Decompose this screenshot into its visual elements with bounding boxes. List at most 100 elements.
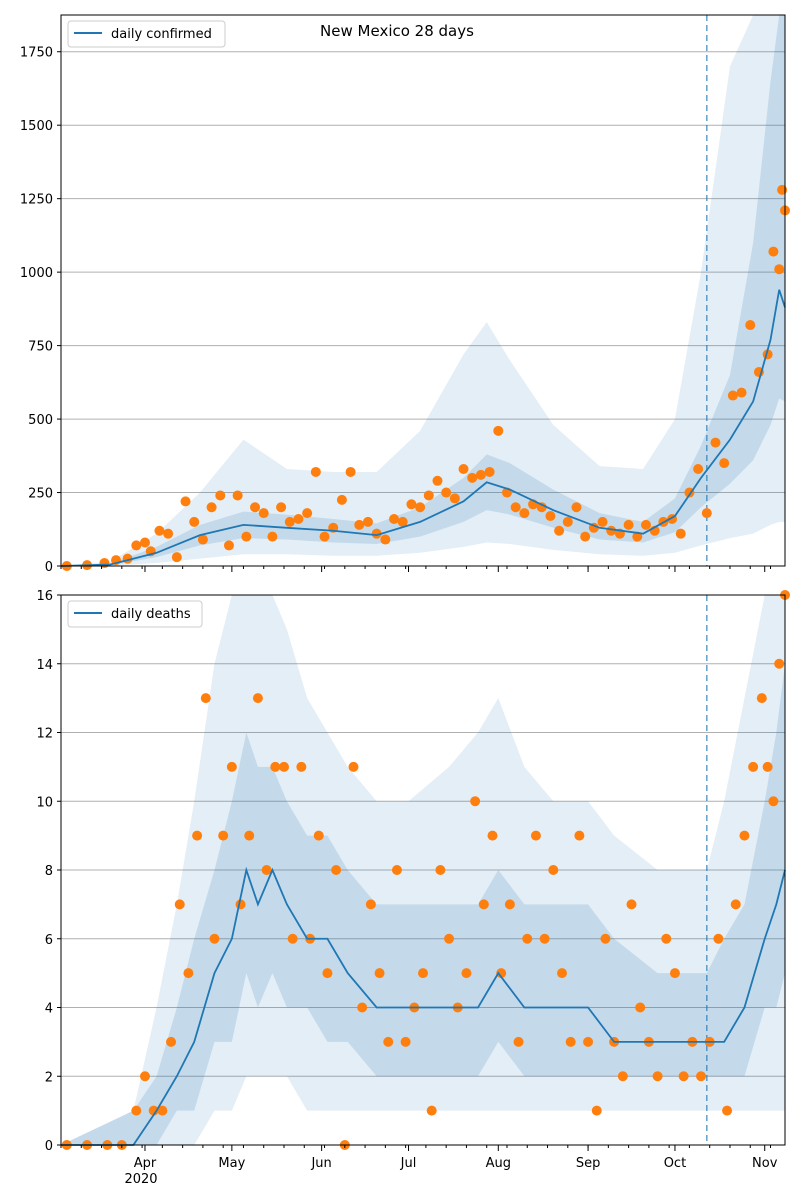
x-tick-label: Aug bbox=[486, 1156, 511, 1171]
plot-layer bbox=[60, 15, 790, 571]
observed-point bbox=[139, 537, 150, 548]
observed-point bbox=[139, 1071, 150, 1082]
observed-point bbox=[562, 516, 573, 527]
observed-point bbox=[435, 865, 446, 875]
observed-point bbox=[418, 968, 428, 979]
observed-point bbox=[519, 508, 530, 519]
observed-point bbox=[206, 502, 217, 513]
observed-point bbox=[261, 865, 272, 875]
y-tick-label: 14 bbox=[36, 658, 53, 673]
observed-point bbox=[545, 511, 556, 522]
plot-frame bbox=[60, 14, 786, 567]
y-tick-label: 1000 bbox=[20, 266, 53, 281]
observed-point bbox=[131, 540, 142, 551]
observed-point bbox=[163, 528, 174, 539]
y-tick-label: 250 bbox=[28, 487, 53, 502]
observed-point bbox=[510, 502, 521, 513]
y-tick-label: 4 bbox=[45, 1002, 53, 1017]
observed-point bbox=[209, 933, 220, 944]
observed-point bbox=[241, 531, 252, 542]
legend-frame bbox=[67, 20, 226, 48]
observed-point bbox=[774, 658, 785, 669]
observed-point bbox=[574, 830, 585, 841]
y-tick-label: 500 bbox=[28, 413, 53, 428]
observed-point bbox=[99, 558, 110, 569]
observed-point bbox=[374, 968, 385, 979]
y-tick-label: 0 bbox=[45, 560, 53, 575]
observed-point bbox=[400, 1036, 411, 1047]
observed-point bbox=[467, 472, 478, 483]
year-label: 2020 bbox=[124, 1172, 157, 1187]
observed-point bbox=[189, 516, 200, 527]
panel-daily-deaths: daily deaths 2020 0 2 4 6 8 10 12 14 16 Apr May Jun… bbox=[36, 589, 790, 1187]
observed-point bbox=[380, 534, 391, 545]
observed-point bbox=[131, 1105, 142, 1116]
observed-point bbox=[768, 246, 779, 257]
observed-point bbox=[293, 513, 304, 524]
observed-point bbox=[696, 1071, 707, 1082]
observed-point bbox=[756, 693, 767, 704]
band-outer-area bbox=[61, 15, 785, 566]
observed-point bbox=[218, 830, 229, 841]
observed-point bbox=[484, 466, 495, 477]
legend-box: daily deaths bbox=[67, 600, 203, 628]
observed-point bbox=[739, 830, 750, 841]
observed-point bbox=[287, 933, 298, 944]
observed-point bbox=[267, 531, 278, 542]
y-tick-label: 750 bbox=[28, 340, 53, 355]
observed-point bbox=[597, 516, 608, 527]
observed-point bbox=[154, 525, 165, 536]
y-tick-label: 1750 bbox=[20, 46, 53, 61]
observed-point bbox=[678, 1071, 689, 1082]
series-line bbox=[61, 866, 786, 1146]
observed-point bbox=[354, 519, 365, 530]
observed-point bbox=[226, 761, 237, 772]
observed-point bbox=[548, 865, 559, 875]
observed-point bbox=[200, 693, 211, 704]
panel-daily-confirmed: New Mexico 28 days daily confirmed 0 250 5… bbox=[20, 14, 790, 575]
observed-point bbox=[513, 1036, 524, 1047]
y-tick-label: 6 bbox=[45, 933, 53, 948]
x-tick-label: May bbox=[218, 1156, 245, 1171]
legend-box: daily confirmed bbox=[67, 20, 226, 48]
observed-point bbox=[600, 933, 611, 944]
observed-point bbox=[389, 513, 400, 524]
observed-point bbox=[458, 464, 469, 475]
observed-point bbox=[166, 1036, 177, 1047]
observed-point bbox=[180, 496, 191, 507]
y-tick-label: 2 bbox=[45, 1070, 53, 1085]
observed-point bbox=[565, 1036, 576, 1047]
observed-point bbox=[302, 508, 313, 519]
observed-point bbox=[423, 490, 434, 501]
observed-point bbox=[357, 1002, 368, 1013]
observed-point bbox=[478, 899, 489, 910]
observed-point bbox=[745, 320, 756, 331]
observed-point bbox=[192, 830, 203, 841]
observed-point bbox=[675, 528, 686, 539]
observed-point bbox=[777, 184, 788, 195]
observed-point bbox=[661, 933, 672, 944]
observed-point bbox=[617, 1071, 628, 1082]
observed-point bbox=[444, 933, 455, 944]
observed-point bbox=[174, 899, 185, 910]
observed-point bbox=[336, 494, 347, 505]
x-tick-label: Jul bbox=[400, 1156, 417, 1171]
observed-point bbox=[727, 390, 738, 401]
observed-point bbox=[284, 516, 295, 527]
observed-point bbox=[250, 502, 261, 513]
observed-point bbox=[406, 499, 417, 510]
observed-point bbox=[580, 531, 591, 542]
observed-point bbox=[148, 1105, 159, 1116]
observed-point bbox=[487, 830, 498, 841]
observed-point bbox=[278, 761, 289, 772]
observed-point bbox=[768, 796, 779, 807]
x-tick-label: Sep bbox=[576, 1156, 601, 1171]
y-tick-label: 16 bbox=[36, 589, 53, 604]
observed-point bbox=[157, 1105, 168, 1116]
observed-point bbox=[371, 528, 382, 539]
observed-point bbox=[449, 493, 460, 504]
y-tick-label: 8 bbox=[45, 864, 53, 879]
observed-point bbox=[171, 552, 182, 563]
observed-point bbox=[331, 865, 342, 875]
